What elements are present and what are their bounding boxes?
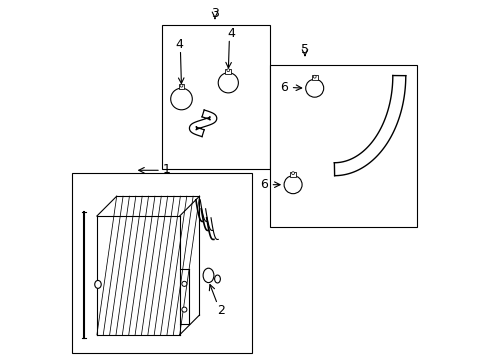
- Bar: [225, 69, 231, 74]
- Text: 4: 4: [175, 39, 183, 51]
- Circle shape: [291, 172, 294, 175]
- Circle shape: [218, 73, 238, 93]
- Bar: [72, 173, 251, 353]
- Circle shape: [313, 75, 316, 78]
- Circle shape: [284, 176, 302, 194]
- Ellipse shape: [95, 280, 101, 288]
- Circle shape: [170, 88, 192, 110]
- Circle shape: [180, 84, 183, 87]
- Text: 6: 6: [280, 81, 288, 94]
- Circle shape: [226, 69, 229, 72]
- Circle shape: [182, 281, 186, 286]
- Bar: [178, 84, 184, 89]
- Ellipse shape: [203, 268, 213, 283]
- Bar: [162, 25, 269, 169]
- Circle shape: [305, 79, 323, 97]
- Text: 1: 1: [163, 163, 171, 176]
- Bar: [269, 65, 416, 227]
- Bar: [311, 75, 317, 80]
- Bar: [289, 172, 295, 177]
- Text: 5: 5: [301, 43, 308, 56]
- Text: 3: 3: [211, 7, 219, 20]
- Text: 4: 4: [226, 27, 234, 40]
- Text: 2: 2: [217, 304, 225, 317]
- Circle shape: [182, 307, 186, 312]
- Ellipse shape: [214, 275, 220, 283]
- Text: 6: 6: [260, 178, 268, 191]
